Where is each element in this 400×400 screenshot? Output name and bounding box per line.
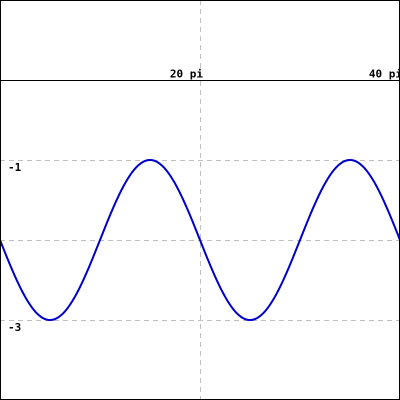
x-tick-label-0: 20 pi: [170, 68, 203, 81]
series-line-0: [0, 158, 400, 322]
label-layer: 20 pi 40 pi -1 -3: [8, 68, 400, 335]
y-tick-label-0: -1: [8, 161, 22, 174]
series-layer: [0, 158, 400, 322]
x-tick-label-1: 40 pi: [369, 68, 400, 81]
y-tick-label-1: -3: [8, 321, 21, 334]
